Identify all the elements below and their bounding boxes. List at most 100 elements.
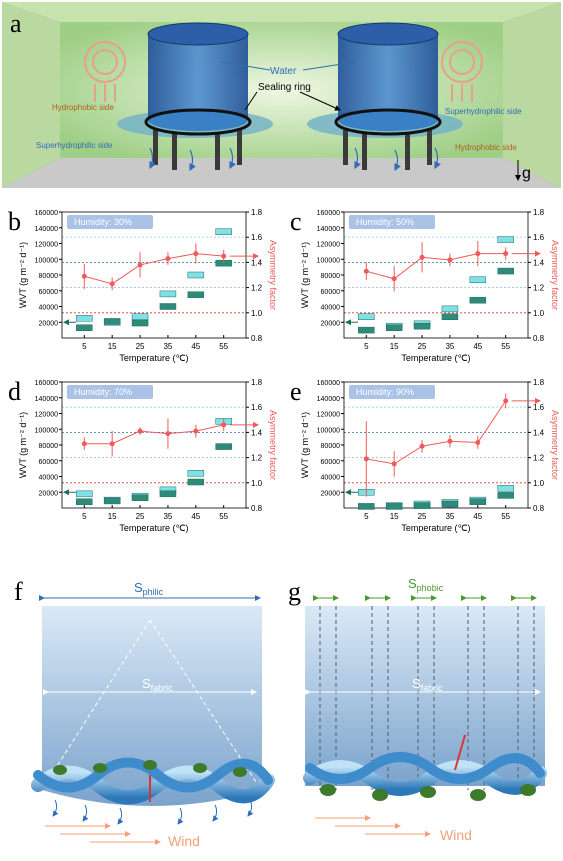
y2-tick-label: 1.4 [533, 258, 545, 267]
annotation: Sphilic [134, 580, 164, 597]
panel-label: f [14, 577, 23, 606]
y-tick-label: 140000 [317, 226, 340, 233]
y2-tick-label: 1.0 [251, 479, 263, 488]
x-tick-label: 5 [82, 342, 87, 351]
chart-title: Humidity: 90% [356, 387, 414, 397]
y2-tick-label: 1.2 [251, 284, 263, 293]
plot-frame [343, 211, 529, 339]
wvt-box [497, 236, 514, 243]
wvt-box [469, 276, 487, 283]
x-tick-label: 15 [390, 512, 399, 521]
wvt-box [131, 313, 149, 320]
symbol: S [412, 676, 421, 691]
wvt-box [187, 478, 205, 486]
y-tick-label: 120000 [317, 242, 340, 249]
wvt-box [159, 490, 177, 498]
annotation: Hydrophobic side [52, 103, 114, 112]
wvt-box [76, 324, 93, 332]
x-tick-label: 25 [136, 342, 145, 351]
asymmetry-line [84, 253, 224, 285]
y-tick-label: 120000 [317, 412, 340, 419]
asymmetry-point [363, 456, 369, 462]
x-tick-label: 45 [473, 512, 482, 521]
panel-f: f Sphilic Sfabric Wind [14, 577, 275, 849]
y2-tick-label: 1.2 [533, 454, 545, 463]
wvt-box [441, 313, 459, 320]
x-tick-label: 35 [163, 512, 172, 521]
chart-title: Humidity: 70% [74, 387, 132, 397]
annotation: Sfabric [412, 676, 443, 693]
water-body [42, 606, 262, 806]
wvt-box [358, 326, 375, 334]
y2-tick-label: 1.6 [251, 403, 263, 412]
panel-label: a [10, 9, 22, 38]
chart: 0.8 1.0 1.2 1.4 1.6 1.8 20000 40000 60000 80000 10… [8, 377, 278, 533]
wvt-box [187, 271, 205, 279]
asymmetry-point [137, 262, 143, 268]
wvt-box [103, 318, 121, 325]
y-tick-label: 160000 [317, 380, 340, 387]
asymmetry-point [475, 439, 481, 445]
wvt-box [497, 267, 514, 275]
y2-tick-label: 1.4 [533, 428, 545, 437]
fan [84, 41, 126, 102]
particles [320, 784, 536, 801]
subscript: philic [143, 587, 164, 597]
x-tick-label: 15 [108, 342, 117, 351]
fiber [31, 765, 275, 805]
y-tick-label: 40000 [39, 475, 59, 482]
asymmetry-point [165, 256, 171, 262]
y-tick-label: 80000 [321, 443, 341, 450]
annotation: Wind [440, 827, 472, 843]
panel-a: a Water Sealing ring Hydrophobic side Su… [2, 2, 561, 188]
wvt-box [215, 228, 232, 235]
plot-frame [61, 381, 247, 509]
chart-title: Humidity: 30% [74, 217, 132, 227]
y-tick-label: 80000 [39, 443, 59, 450]
asymmetry-point [419, 254, 425, 260]
x-tick-label: 45 [473, 342, 482, 351]
x-axis-label: Temperature (℃) [401, 523, 470, 533]
y-tick-label: 20000 [321, 490, 341, 497]
wvt-box [215, 443, 232, 450]
y-tick-label: 60000 [321, 289, 341, 296]
y-tick-label: 80000 [321, 273, 341, 280]
x-tick-label: 55 [219, 342, 228, 351]
x-tick-label: 55 [501, 512, 510, 521]
annotation: Hydrophobic side [455, 143, 517, 152]
asymmetry-point [221, 253, 227, 259]
title-box [349, 385, 435, 399]
y-axis-label: WVT (g m⁻² d⁻¹) [300, 242, 310, 308]
y2-axis-label: Asymmetry factor [268, 410, 278, 480]
asymmetry-point [109, 281, 115, 287]
plot-frame [343, 381, 529, 509]
y-tick-label: 100000 [35, 257, 58, 264]
water-arrows [221, 62, 355, 71]
asymmetry-point [363, 268, 369, 274]
y2-tick-label: 0.8 [251, 504, 263, 513]
asymmetry-point [165, 431, 171, 437]
asymmetry-point [109, 441, 115, 447]
y2-tick-label: 1.8 [251, 378, 263, 387]
wvt-box [76, 498, 93, 505]
y-axis-label: WVT (g m⁻² d⁻¹) [300, 412, 310, 478]
asymmetry-line [84, 424, 224, 445]
wvt-box [385, 324, 403, 332]
y2-tick-label: 0.8 [533, 334, 545, 343]
x-tick-label: 25 [136, 512, 145, 521]
wvt-box [103, 497, 121, 505]
x-tick-label: 25 [418, 512, 427, 521]
fiber [303, 760, 547, 796]
particles [53, 760, 247, 777]
y2-axis-label: Asymmetry factor [550, 240, 560, 310]
asymmetry-point [503, 251, 509, 257]
asymmetry-point [503, 398, 509, 404]
vapor-arrows [149, 147, 441, 172]
y-tick-label: 100000 [317, 427, 340, 434]
wvt-box [131, 319, 149, 327]
subscript: phobic [417, 583, 444, 593]
panel-label: c [290, 207, 302, 236]
symbol: S [134, 580, 143, 595]
wvt-box [441, 305, 459, 313]
